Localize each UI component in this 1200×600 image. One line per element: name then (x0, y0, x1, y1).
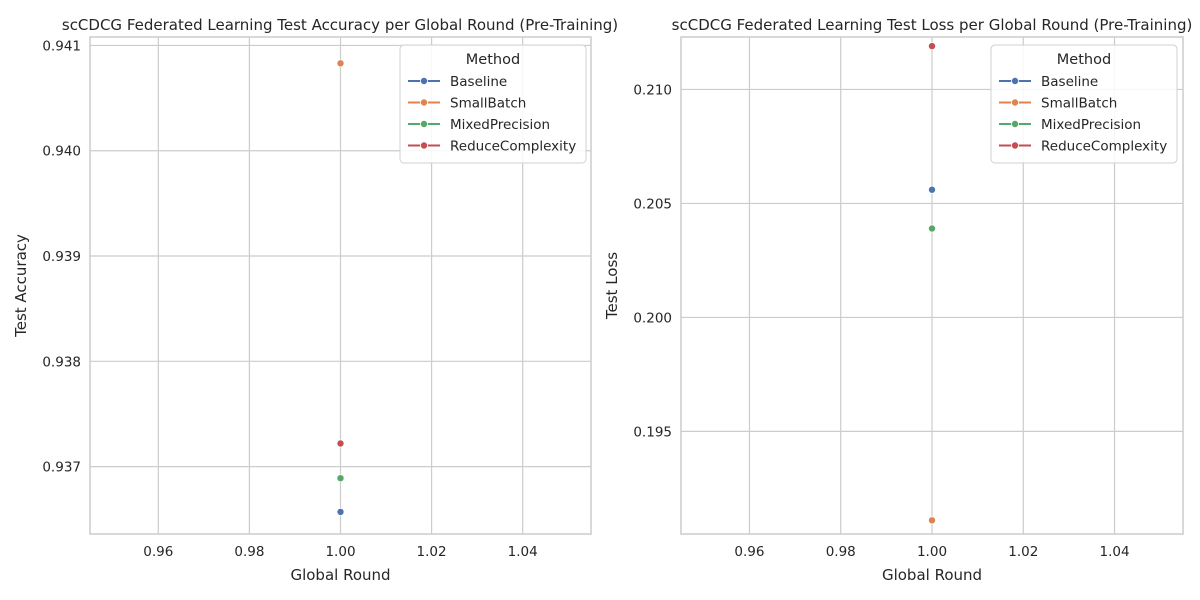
legend-title: Method (1057, 52, 1111, 68)
legend-marker-baseline (1011, 77, 1020, 86)
legend-marker-small-batch (1011, 98, 1020, 107)
y-tick-label: 0.941 (42, 38, 81, 54)
legend-marker-small-batch (419, 98, 428, 107)
accuracy-chart-panel: 0.96 0.98 1.00 1.02 1.04 0.937 0.938 0.939 0.940… (12, 16, 618, 584)
legend-label-reduce-complexity: ReduceComplexity (1041, 139, 1167, 155)
y-tick-label: 0.937 (42, 460, 81, 476)
x-tick-label: 0.98 (826, 544, 856, 560)
chart-title: scCDCG Federated Learning Test Loss per … (672, 16, 1193, 34)
y-tick-label: 0.938 (42, 354, 81, 370)
x-axis-label: Global Round (882, 566, 982, 584)
chart-title: scCDCG Federated Learning Test Accuracy … (62, 16, 618, 34)
legend-label-baseline: Baseline (1041, 74, 1098, 90)
x-tick-label: 0.98 (234, 544, 264, 560)
legend-box (990, 44, 1178, 164)
y-axis-label: Test Loss (603, 252, 621, 320)
legend-marker-baseline (419, 77, 428, 86)
data-point-reduce-complexity (336, 439, 345, 448)
data-point-small-batch (336, 59, 345, 68)
x-tick-label: 1.02 (1008, 544, 1038, 560)
y-tick-label: 0.205 (633, 196, 672, 212)
y-tick-label: 0.940 (42, 144, 81, 160)
y-tick-label: 0.195 (633, 424, 672, 440)
x-tick-label: 1.04 (508, 544, 538, 560)
x-tick-label: 1.02 (417, 544, 447, 560)
y-tick-label: 0.210 (633, 82, 672, 98)
legend-label-mixed-precision: MixedPrecision (1041, 117, 1141, 133)
data-point-mixed-precision (928, 224, 937, 233)
data-point-small-batch (928, 516, 937, 525)
legend-label-reduce-complexity: ReduceComplexity (450, 139, 576, 155)
legend-label-mixed-precision: MixedPrecision (450, 117, 550, 133)
x-axis-label: Global Round (290, 566, 390, 584)
data-point-baseline (336, 507, 345, 516)
legend-title: Method (466, 52, 520, 68)
x-tick-label: 0.96 (734, 544, 764, 560)
legend-label-baseline: Baseline (450, 74, 507, 90)
x-tick-label: 1.00 (325, 544, 355, 560)
x-tick-label: 0.96 (143, 544, 173, 560)
legend-marker-reduce-complexity (419, 141, 428, 150)
plot-frame (680, 36, 1184, 535)
data-point-reduce-complexity (928, 42, 937, 51)
y-axis-label: Test Accuracy (12, 234, 30, 338)
plot-frame (89, 36, 592, 535)
legend-marker-mixed-precision (419, 120, 428, 129)
legend-box (399, 44, 587, 164)
legend: Method Baseline SmallBatch MixedPrecision Re… (399, 44, 587, 164)
legend-marker-reduce-complexity (1011, 141, 1020, 150)
y-tick-label: 0.939 (42, 249, 81, 265)
x-tick-label: 1.00 (917, 544, 947, 560)
data-point-mixed-precision (336, 474, 345, 483)
data-point-baseline (928, 185, 937, 194)
x-tick-label: 1.04 (1100, 544, 1130, 560)
loss-chart-panel: 0.96 0.98 1.00 1.02 1.04 0.195 0.200 0.205 0.210… (603, 16, 1192, 584)
legend-label-small-batch: SmallBatch (450, 96, 526, 112)
legend-marker-mixed-precision (1011, 120, 1020, 129)
legend-label-small-batch: SmallBatch (1041, 96, 1117, 112)
legend: Method Baseline SmallBatch MixedPrecision Re… (990, 44, 1178, 164)
y-tick-label: 0.200 (633, 310, 672, 326)
